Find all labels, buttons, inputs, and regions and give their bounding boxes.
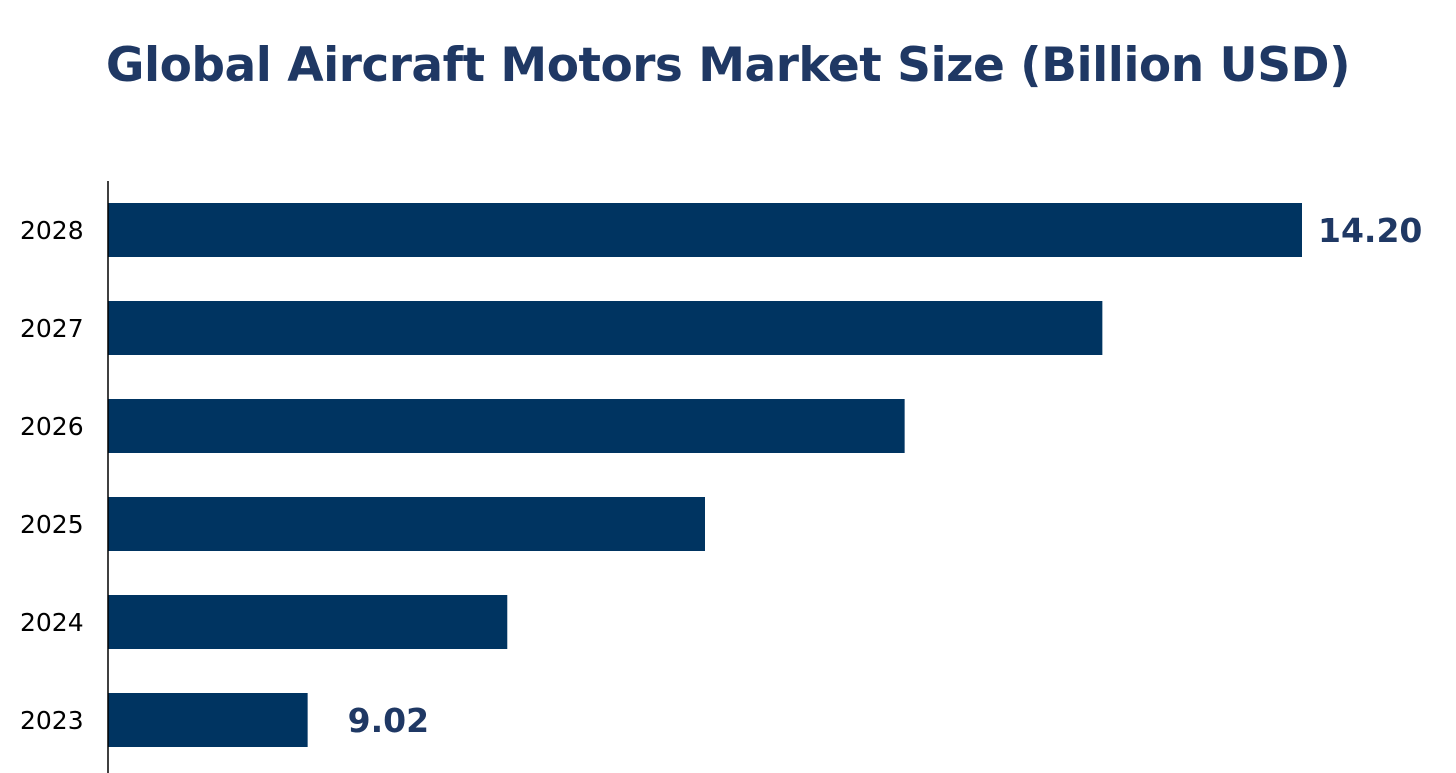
- y-tick-label: 2028: [20, 216, 84, 245]
- y-tick-label: 2027: [20, 314, 84, 343]
- bar-2024: [108, 595, 508, 649]
- y-tick-label: 2024: [20, 608, 84, 637]
- data-label: 14.20: [1318, 211, 1422, 250]
- bar-2025: [108, 497, 705, 551]
- data-label: 9.02: [348, 701, 429, 740]
- chart-title: Global Aircraft Motors Market Size (Bill…: [105, 38, 1351, 93]
- y-tick-label: 2025: [20, 510, 84, 539]
- bar-2027: [108, 301, 1103, 355]
- bar-2023: [108, 693, 308, 747]
- y-tick-label: 2026: [20, 412, 84, 441]
- y-tick-label: 2023: [20, 706, 84, 735]
- bar-2028: [108, 203, 1302, 257]
- bar-2026: [108, 399, 905, 453]
